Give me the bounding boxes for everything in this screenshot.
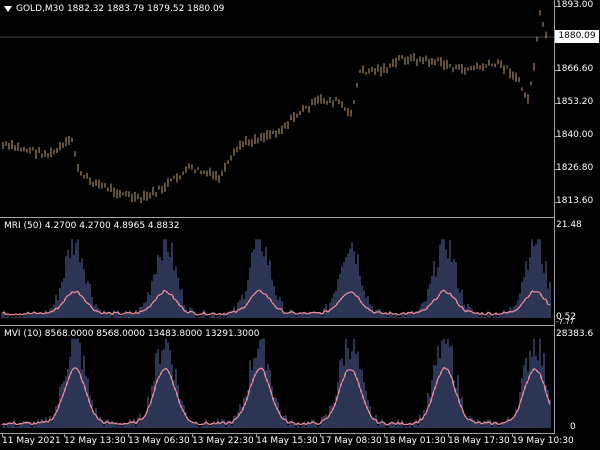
mri-axis-label: -7.77 [556, 318, 575, 326]
price-axis-tick [554, 103, 558, 104]
time-axis-tick [512, 434, 513, 437]
price-axis-label: 1840.00 [556, 130, 594, 140]
time-axis-label: 13 May 22:30 [192, 436, 254, 446]
time-axis-tick [2, 434, 3, 437]
price-candles [0, 10, 554, 204]
price-chart-title-text: GOLD,M30 1882.32 1883.79 1879.52 1880.09 [16, 4, 225, 14]
time-axis-label: 19 May 10:30 [512, 436, 574, 446]
time-axis-label: 11 May 2021 [2, 436, 61, 446]
mri-axis-label: 21.48 [556, 220, 582, 230]
indicator-line [1, 366, 551, 426]
price-axis-label: 1813.60 [556, 196, 594, 206]
time-axis-label: 12 May 13:30 [64, 436, 126, 446]
mri-plot [1, 239, 551, 318]
price-axis-tick [554, 169, 558, 170]
mvi-plot [1, 338, 551, 428]
mvi-indicator-pane[interactable]: MVI (10) 8568.0000 8568.0000 13483.8000 … [0, 326, 554, 434]
mvi-axis-label: 0 [570, 422, 576, 432]
indicator-line [1, 289, 551, 316]
time-axis-tick [192, 434, 193, 437]
time-axis-label: 14 May 15:30 [256, 436, 318, 446]
price-axis-tick [554, 202, 558, 203]
time-axis-tick [320, 434, 321, 437]
triangle-down-icon [4, 5, 12, 12]
time-axis-tick [128, 434, 129, 437]
mri-axis-label: 0.52 [556, 312, 577, 322]
price-axis-label: 1866.60 [556, 64, 594, 74]
time-axis-label: 18 May 01:30 [384, 436, 446, 446]
price-axis-tick [554, 136, 558, 137]
time-axis-label: 13 May 06:30 [128, 436, 190, 446]
mvi-axis-label: 28383.6 [556, 329, 594, 339]
price-axis-label: 1853.20 [556, 97, 594, 107]
price-axis-tick [554, 6, 558, 7]
price-chart-title: GOLD,M30 1882.32 1883.79 1879.52 1880.09 [4, 4, 224, 14]
time-axis-label: 17 May 08:30 [320, 436, 382, 446]
price-axis-tick [554, 70, 558, 71]
mri-indicator-pane[interactable]: MRI (50) 4.2700 4.2700 4.8965 4.8832 [0, 218, 554, 326]
time-axis-tick [256, 434, 257, 437]
time-axis-tick [384, 434, 385, 437]
time-axis-tick [64, 434, 65, 437]
time-axis-tick [448, 434, 449, 437]
price-axis-label: 1893.00 [556, 0, 594, 10]
price-axis[interactable] [554, 0, 600, 434]
time-axis-label: 18 May 17:30 [448, 436, 510, 446]
mri-title: MRI (50) 4.2700 4.2700 4.8965 4.8832 [4, 221, 180, 231]
mvi-title: MVI (10) 8568.0000 8568.0000 13483.8000 … [4, 329, 260, 339]
current-price-label: 1880.09 [555, 30, 599, 43]
price-chart-pane[interactable]: GOLD,M30 1882.32 1883.79 1879.52 1880.09 [0, 0, 554, 218]
price-axis-label: 1826.80 [556, 163, 594, 173]
